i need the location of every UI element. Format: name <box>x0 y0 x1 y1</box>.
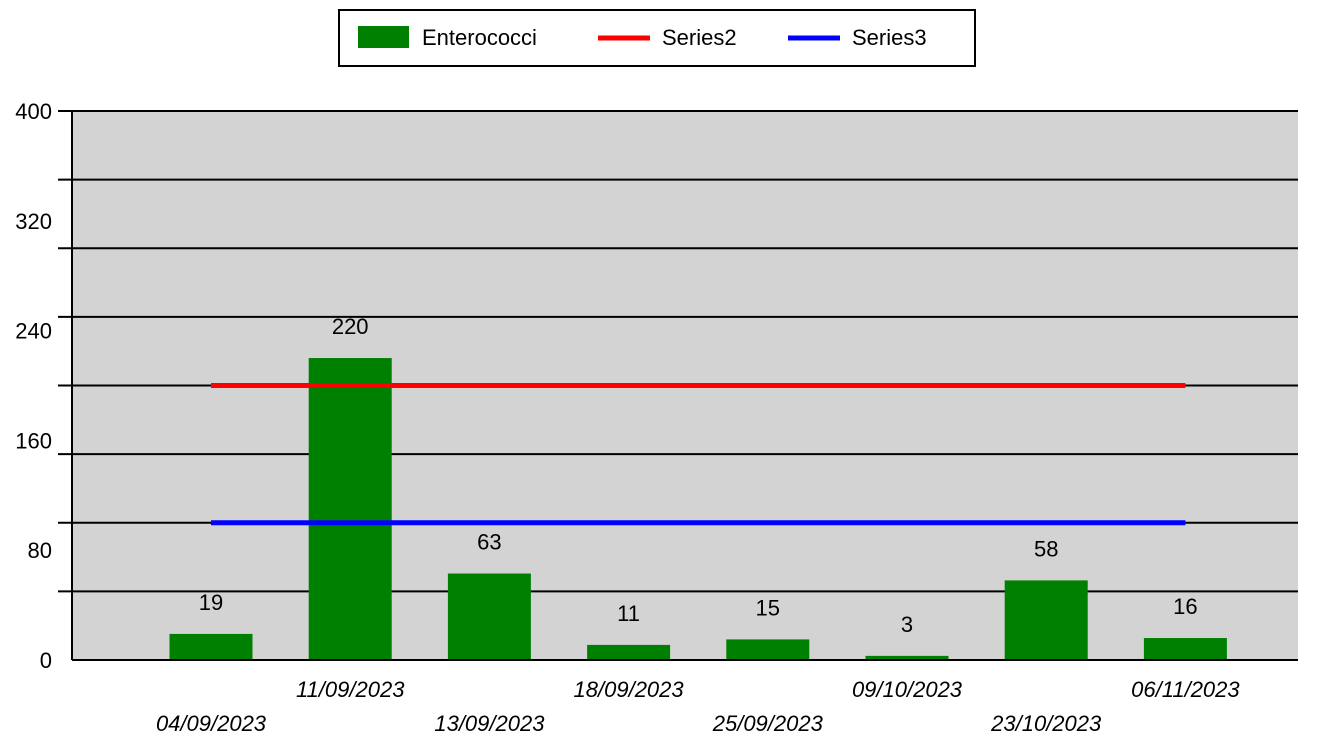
y-axis-ticks: 0 80 160 240 320 400 <box>15 99 52 673</box>
legend-label: Series3 <box>852 25 927 50</box>
x-tick-label: 25/09/2023 <box>712 711 824 736</box>
y-tick-label: 80 <box>28 538 52 563</box>
data-label: 3 <box>901 612 913 637</box>
bar <box>447 573 531 660</box>
data-label: 63 <box>477 530 501 555</box>
bar <box>1143 638 1227 660</box>
legend: Enterococci Series2 Series3 <box>338 9 976 67</box>
x-tick-label: 06/11/2023 <box>1131 677 1240 702</box>
legend-swatch <box>358 26 409 48</box>
data-label: 11 <box>617 601 640 626</box>
data-label: 16 <box>1173 594 1197 619</box>
legend-box <box>338 9 976 67</box>
plot-area: 19 220 63 11 15 3 58 16 <box>58 110 1298 661</box>
data-label: 58 <box>1034 536 1058 561</box>
x-tick-label: 18/09/2023 <box>574 677 685 702</box>
y-tick-label: 160 <box>15 428 52 453</box>
bar <box>726 639 810 660</box>
data-label: 220 <box>332 314 369 339</box>
legend-items: Enterococci Series2 Series3 <box>358 25 927 50</box>
x-tick-label: 09/10/2023 <box>852 677 963 702</box>
legend-label: Enterococci <box>422 25 537 50</box>
y-tick-label: 320 <box>15 209 52 234</box>
x-axis-ticks: 04/09/2023 11/09/2023 13/09/2023 18/09/2023… <box>156 677 1240 736</box>
bar <box>1004 580 1088 660</box>
bar <box>308 358 392 660</box>
data-label: 19 <box>199 590 223 615</box>
series-lines <box>211 383 1186 526</box>
x-tick-label: 23/10/2023 <box>990 711 1102 736</box>
bar <box>587 644 671 660</box>
y-tick-label: 240 <box>15 319 52 344</box>
x-tick-label: 13/09/2023 <box>434 711 545 736</box>
y-tick-label: 400 <box>15 99 52 124</box>
data-labels: 19 220 63 11 15 3 58 16 <box>199 314 1198 637</box>
x-tick-label: 04/09/2023 <box>156 711 267 736</box>
legend-label: Series2 <box>662 25 737 50</box>
bars <box>169 358 1227 660</box>
bar <box>169 633 253 660</box>
x-tick-label: 11/09/2023 <box>296 677 405 702</box>
bar <box>865 655 949 660</box>
y-tick-label: 0 <box>40 648 52 673</box>
data-label: 15 <box>756 595 780 620</box>
